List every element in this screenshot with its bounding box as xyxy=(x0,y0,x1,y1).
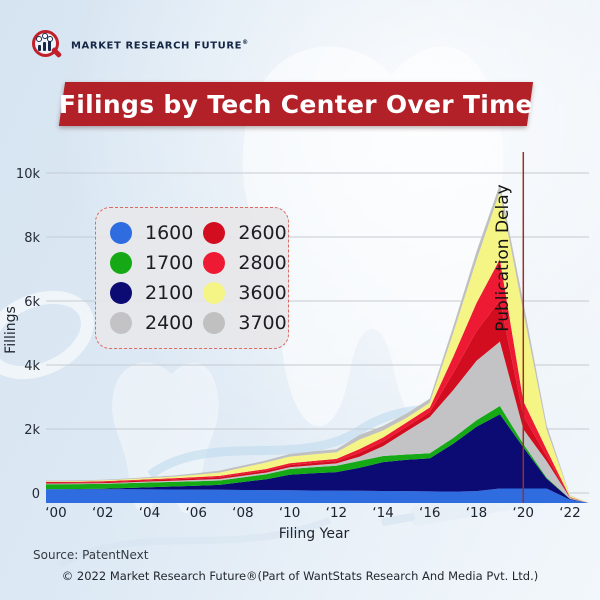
chart-legend: 1600 1700 2100 2400 2600 2800 3600 3700 xyxy=(95,207,289,349)
legend-swatch xyxy=(110,222,132,244)
legend-item-2100: 2100 xyxy=(110,278,193,308)
x-tick-label: ‘10 xyxy=(279,505,300,521)
dental-mirror-icon xyxy=(0,290,94,380)
area-series-2100 xyxy=(46,414,589,503)
source-note: Source: PatentNext xyxy=(33,548,149,562)
x-tick-label: ‘14 xyxy=(372,505,393,521)
x-axis-label: Filing Year xyxy=(279,526,350,542)
x-tick-label: ‘04 xyxy=(139,505,160,521)
legend-swatch xyxy=(203,312,226,334)
x-tick-label: ‘06 xyxy=(185,505,206,521)
legend-item-3600: 3600 xyxy=(203,278,287,308)
legend-item-1700: 1700 xyxy=(110,248,193,278)
x-tick-label: ‘16 xyxy=(419,505,440,521)
publication-delay-label: Publication Delay xyxy=(493,184,513,331)
legend-item-2600: 2600 xyxy=(203,218,287,248)
x-tick-label: ‘20 xyxy=(513,505,534,521)
x-tick-label: ‘22 xyxy=(559,505,580,521)
legend-swatch xyxy=(203,282,226,304)
legend-item-2800: 2800 xyxy=(203,248,287,278)
x-tick-label: ‘08 xyxy=(232,505,253,521)
legend-swatch xyxy=(203,222,226,244)
x-tick-label: ‘00 xyxy=(45,505,66,521)
legend-swatch xyxy=(110,252,132,274)
legend-swatch xyxy=(110,282,132,304)
legend-item-3700: 3700 xyxy=(203,308,287,338)
area-series-1600 xyxy=(46,488,589,503)
y-axis-label: Fillings xyxy=(3,306,19,354)
magnifier-bar-chart-icon xyxy=(32,28,64,62)
y-tick-label: 8k xyxy=(24,231,40,246)
area-series-2600 xyxy=(46,300,589,503)
x-tick-label: ‘12 xyxy=(326,505,347,521)
x-tick-label: ‘18 xyxy=(466,505,487,521)
legend-swatch xyxy=(203,252,226,274)
legend-item-1600: 1600 xyxy=(110,218,193,248)
y-tick-label: 0 xyxy=(32,487,40,502)
y-tick-label: 4k xyxy=(24,359,40,374)
brand-name: MARKET RESEARCH FUTURE® xyxy=(71,38,249,52)
y-tick-label: 6k xyxy=(24,295,40,310)
x-tick-label: ‘02 xyxy=(92,505,113,521)
instrument-handle-icon xyxy=(58,516,332,569)
brand-logo: MARKET RESEARCH FUTURE® xyxy=(32,28,249,62)
y-tick-label: 10k xyxy=(16,167,41,182)
legend-swatch xyxy=(110,312,132,334)
y-tick-label: 2k xyxy=(24,423,40,438)
legend-item-2400: 2400 xyxy=(110,308,193,338)
copyright-note: © 2022 Market Research Future®(Part of W… xyxy=(61,569,539,583)
